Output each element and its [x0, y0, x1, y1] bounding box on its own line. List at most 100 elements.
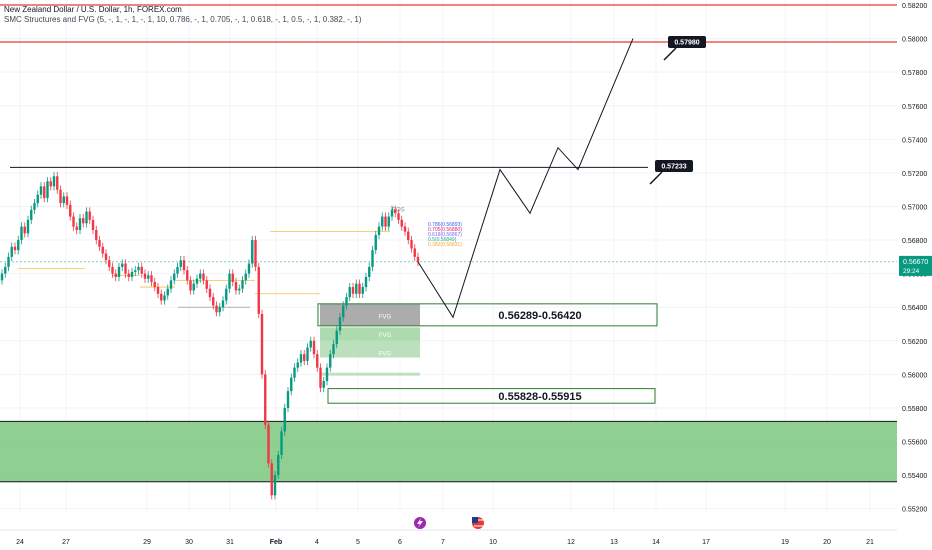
candle-body: [143, 273, 147, 279]
candle-body: [312, 340, 316, 355]
candle-body: [351, 287, 355, 294]
candle-body: [114, 273, 117, 277]
candle-body: [192, 283, 195, 291]
candle-body: [394, 209, 397, 214]
candle-body: [273, 475, 277, 496]
price-tick-label: 0.57200: [902, 171, 927, 178]
candle-body: [410, 240, 413, 249]
candle-body: [202, 273, 205, 281]
candle-body: [319, 367, 322, 388]
target-high-pointer: [663, 47, 677, 61]
price-tick-label: 0.56000: [902, 372, 927, 379]
candle-body: [17, 240, 20, 251]
candle-body: [355, 283, 358, 294]
candle-body: [280, 431, 283, 455]
candle-body: [293, 367, 296, 378]
candle-body: [117, 266, 121, 277]
current-price-value: 0.56670: [903, 259, 928, 266]
candle-body: [390, 209, 394, 217]
time-tick-label: 6: [398, 539, 402, 546]
time-tick-label: 12: [567, 539, 575, 546]
candle-body: [182, 260, 186, 271]
time-tick-label: 7: [441, 539, 445, 546]
fvg-box-green: [320, 340, 420, 358]
candle-body: [299, 354, 303, 363]
candle-body: [56, 176, 59, 190]
fvg-label: FVG: [379, 315, 392, 321]
target-mid-label-bg[interactable]: [655, 160, 693, 172]
candle-body: [267, 424, 270, 464]
candle-body: [290, 377, 293, 392]
candle-body: [325, 367, 329, 382]
time-tick-label: 21: [866, 539, 874, 546]
candle-body: [215, 305, 218, 313]
candle-body: [140, 266, 143, 274]
candle-body: [368, 266, 371, 277]
candle-body: [134, 270, 137, 272]
candle-body: [98, 240, 101, 247]
zone-lower-label: 0.55828-0.55915: [498, 391, 581, 403]
candle-body: [20, 226, 23, 241]
candle-body: [306, 347, 309, 361]
candle-body: [416, 256, 420, 262]
candle-body: [195, 278, 199, 284]
current-price-tag[interactable]: [899, 255, 932, 276]
price-tick-label: 0.55200: [902, 507, 927, 514]
candle-body: [127, 273, 130, 277]
candle-body: [257, 266, 260, 314]
candle-body: [30, 209, 33, 220]
us-flag-icon-canton: [472, 517, 478, 523]
candle-body: [39, 186, 43, 195]
candle-body: [156, 287, 160, 294]
candle-body: [59, 189, 62, 204]
candle-body: [150, 275, 153, 283]
candle-body: [176, 266, 179, 274]
price-tick-label: 0.57600: [902, 104, 927, 111]
candle-body: [82, 218, 85, 224]
time-tick-label: 24: [16, 539, 24, 546]
fib-overlay: BOS0.786(0.56893)0.705(0.56880)0.618(0.5…: [18, 208, 462, 308]
chart-labels: 0.57980 0.57233: [649, 36, 706, 185]
candle-body: [179, 260, 182, 267]
candle-body: [108, 260, 111, 267]
time-tick-label: 20: [823, 539, 831, 546]
candle-body: [364, 276, 368, 288]
price-tick-label: 0.56800: [902, 238, 927, 245]
candle-body: [166, 288, 169, 296]
target-mid-label: 0.57233: [661, 164, 686, 171]
target-mid-pointer: [649, 171, 663, 185]
candle-body: [329, 354, 332, 368]
candle-body: [205, 280, 208, 289]
candle-body: [33, 203, 36, 210]
price-tick-label: 0.58200: [902, 3, 927, 10]
time-tick-label: 10: [489, 539, 497, 546]
candle-body: [160, 293, 163, 301]
target-high-label-bg[interactable]: [668, 36, 706, 48]
target-high-label: 0.57980: [674, 40, 699, 47]
time-tick-label: 14: [652, 539, 660, 546]
candle-body: [225, 288, 228, 301]
candle-body: [43, 186, 46, 199]
candle-body: [381, 216, 384, 227]
current-price-countdown: 29:24: [903, 268, 920, 275]
candle-body: [173, 273, 176, 281]
fib-level-label: 0.705(0.56880): [428, 227, 462, 233]
candle-body: [296, 362, 299, 368]
price-tick-label: 0.57400: [902, 137, 927, 144]
candle-body: [316, 354, 319, 368]
time-tick-label: 27: [62, 539, 70, 546]
candle-body: [199, 273, 202, 279]
lightning-icon-bolt: [417, 518, 423, 528]
fvg-box-gray: [320, 303, 420, 326]
candle-body: [186, 270, 189, 281]
candle-body: [65, 196, 69, 205]
candle-body: [10, 246, 13, 257]
candle-body: [169, 280, 173, 289]
candle-body: [121, 263, 124, 267]
price-tick-label: 0.58000: [902, 37, 927, 44]
price-tick-label: 0.56400: [902, 305, 927, 312]
fib-level-label: 0.5(0.56849): [428, 237, 457, 243]
candle-body: [101, 246, 104, 254]
time-tick-label: 17: [702, 539, 710, 546]
